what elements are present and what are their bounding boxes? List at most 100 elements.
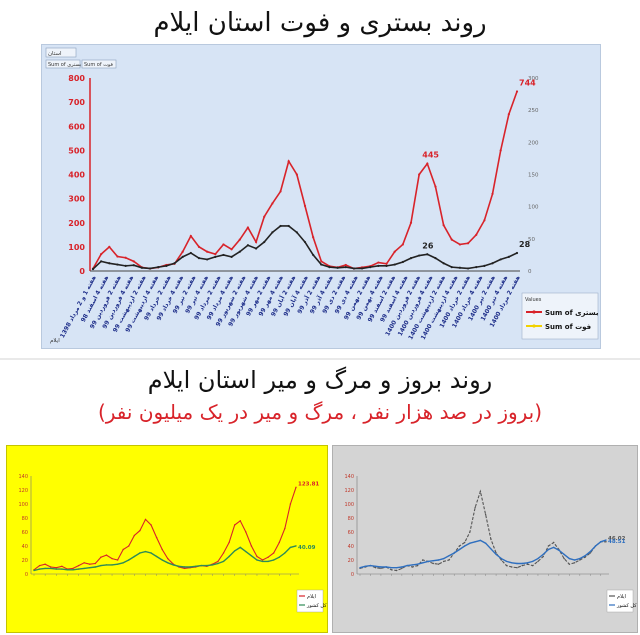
series-point — [469, 542, 471, 544]
series-point — [214, 253, 217, 256]
series-point — [61, 565, 63, 567]
series-point — [437, 559, 440, 561]
series-point — [89, 567, 91, 569]
series-point — [239, 520, 241, 522]
footer-label: ایلام — [50, 338, 60, 344]
series-point — [267, 556, 269, 558]
y-left-tick-label: 700 — [68, 98, 85, 107]
series-point — [312, 236, 315, 239]
page-title-bottom: روند بروز و مرگ و میر استان ایلام — [147, 366, 493, 394]
series-line-1 — [33, 545, 297, 572]
y-left-tick-label: 200 — [68, 219, 85, 228]
series-point — [77, 568, 80, 570]
y-right-tick-label: 100 — [528, 205, 539, 211]
series-point — [172, 564, 175, 566]
filter-button[interactable]: استان — [45, 47, 77, 58]
series-point — [124, 264, 127, 267]
series-point — [161, 548, 163, 551]
series-point — [111, 557, 113, 560]
series-point — [245, 550, 247, 553]
y-tick-label: 80 — [22, 516, 28, 522]
series-line-0 — [359, 489, 607, 572]
series-point — [139, 552, 141, 554]
series-point — [250, 555, 253, 557]
series-point — [458, 243, 462, 246]
series-point — [579, 557, 581, 560]
series-point — [377, 264, 380, 267]
series-point — [568, 563, 571, 565]
y-left-tick-label: 300 — [68, 195, 85, 204]
series-point — [385, 264, 388, 267]
series-point — [72, 567, 74, 570]
series-point — [230, 255, 233, 258]
series-point — [432, 562, 434, 565]
series-point — [144, 550, 147, 553]
field-button[interactable]: Sum of بستری — [45, 59, 81, 69]
series-point — [303, 204, 307, 207]
series-point — [320, 260, 323, 263]
series-point — [511, 562, 513, 564]
data-label: 40.09 — [298, 545, 316, 551]
series-point — [448, 559, 450, 561]
series-point — [563, 557, 565, 560]
series-point — [375, 567, 377, 569]
legend-item-label: ایلام — [617, 594, 626, 600]
series-point — [206, 564, 208, 567]
series-point — [197, 257, 201, 260]
series-point — [284, 552, 286, 554]
series-point — [261, 559, 264, 561]
series-point — [526, 562, 529, 564]
series-point — [183, 566, 186, 568]
series-point — [505, 560, 508, 563]
series-point — [495, 553, 497, 556]
series-point — [91, 267, 95, 271]
series-point — [271, 231, 274, 234]
series-point — [108, 262, 111, 265]
series-point — [507, 255, 510, 258]
series-point — [50, 566, 52, 568]
field-button[interactable]: Sum of فوت — [81, 59, 117, 69]
series-point — [395, 569, 398, 572]
legend-item-label: کل کشور — [306, 603, 327, 609]
series-point — [443, 557, 445, 560]
series-point — [214, 255, 217, 258]
series-point — [411, 564, 414, 566]
series-point — [552, 541, 555, 544]
series-point — [393, 263, 396, 266]
series-point — [66, 569, 69, 571]
series-point — [273, 552, 275, 554]
series-point — [55, 568, 57, 570]
series-point — [483, 219, 486, 222]
series-point — [466, 267, 470, 270]
right-chart-panel: 0 20 40 60 80 100 120 140 46.02 48.51 ایلام کل کشور — [332, 445, 638, 633]
y-tick-label: 80 — [348, 516, 354, 522]
series-point — [390, 569, 393, 571]
series-point — [150, 552, 152, 554]
series-point — [521, 564, 523, 567]
series-point — [155, 536, 158, 539]
data-label: 46.02 — [608, 536, 626, 542]
series-point — [148, 267, 152, 270]
series-point — [250, 545, 253, 547]
series-point — [401, 567, 403, 570]
series-point — [124, 256, 127, 259]
series-point — [206, 250, 209, 253]
legend-item-label: ایلام — [307, 594, 316, 600]
series-point — [320, 263, 323, 266]
y-tick-label: 20 — [22, 558, 28, 564]
series-point — [516, 562, 518, 565]
series-point — [279, 190, 282, 193]
series-point — [189, 234, 192, 238]
y-tick-label: 40 — [22, 544, 28, 550]
series-point — [222, 253, 225, 257]
series-point — [369, 266, 372, 269]
series-point — [385, 566, 387, 568]
series-point — [344, 263, 347, 267]
series-point — [284, 527, 286, 530]
series-point — [516, 567, 518, 569]
series-line-0 — [33, 487, 297, 571]
series-point — [287, 224, 290, 228]
series-point — [83, 567, 85, 570]
series-point — [222, 560, 225, 563]
series-point — [409, 221, 413, 224]
